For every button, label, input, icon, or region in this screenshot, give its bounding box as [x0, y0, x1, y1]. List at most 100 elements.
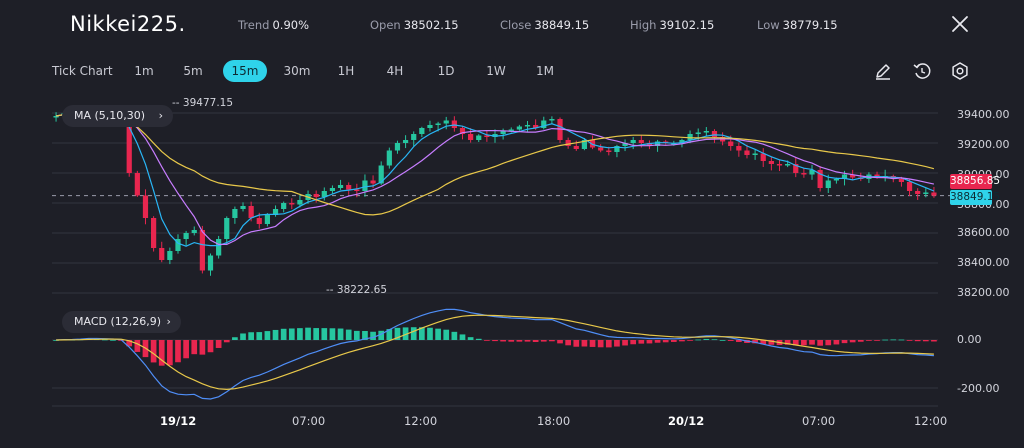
candle-body: [443, 120, 449, 124]
pencil-icon[interactable]: [872, 60, 894, 82]
macd-histogram-bar: [443, 329, 450, 340]
candle-body: [362, 180, 368, 191]
macd-histogram-bar: [345, 329, 352, 340]
macd-histogram-bar: [394, 327, 401, 340]
ma-label: MA (5,10,30): [74, 109, 146, 122]
candle-body: [191, 230, 197, 233]
candle-body: [622, 143, 628, 146]
macd-histogram-bar: [110, 339, 116, 341]
candle-body: [427, 125, 433, 128]
reset-icon[interactable]: [911, 60, 933, 82]
candle-body: [321, 191, 327, 197]
candle-body: [646, 143, 653, 146]
macd-histogram-bar: [467, 337, 474, 340]
macd-histogram-bar: [752, 340, 758, 344]
candle-body: [232, 209, 238, 218]
macd-histogram-bar: [532, 340, 539, 342]
max-value: 39477.15: [182, 97, 234, 109]
candle-body: [931, 192, 937, 196]
candle-body: [248, 206, 254, 218]
low-label: Low: [757, 18, 780, 32]
high-value: 39102.15: [659, 18, 715, 32]
chevron-right-icon: ›: [166, 315, 171, 328]
candle-body: [711, 131, 718, 137]
candle-body: [167, 251, 173, 260]
macd-histogram-bar: [654, 340, 661, 343]
macd-histogram-bar: [248, 332, 254, 340]
candle-body: [240, 206, 246, 209]
last-price-tag-teal: 38849.15: [950, 190, 1001, 205]
tf-1m[interactable]: 1m: [134, 64, 154, 78]
max-dash: --: [172, 97, 183, 109]
macd-y-tick: -200.00: [957, 382, 1000, 395]
tick-chart-button[interactable]: Tick Chart: [52, 64, 113, 78]
candle-body: [874, 174, 880, 178]
ma-indicator-pill[interactable]: MA (5,10,30) ›: [62, 105, 173, 127]
macd-histogram-bar: [931, 340, 937, 342]
candle-body: [216, 239, 222, 256]
macd-histogram-bar: [727, 340, 734, 341]
macd-histogram-bar: [402, 327, 409, 340]
candle-body: [898, 179, 905, 182]
tf-1w[interactable]: 1W: [486, 64, 506, 78]
macd-histogram-bar: [540, 340, 547, 342]
candle-body: [370, 180, 376, 184]
close-icon[interactable]: [950, 14, 970, 34]
macd-histogram-bar: [622, 340, 628, 346]
candle-body: [841, 174, 848, 179]
candle-body: [337, 185, 344, 188]
tf-1d[interactable]: 1D: [437, 64, 455, 78]
open-stat: Open 38502.15: [370, 18, 459, 32]
macd-histogram-bar: [459, 334, 466, 340]
settings-icon[interactable]: [949, 60, 971, 82]
candle-body: [598, 147, 604, 151]
high-label: High: [630, 18, 657, 32]
candle-body: [581, 140, 588, 149]
candle-body: [760, 153, 766, 161]
candle-body: [776, 164, 783, 166]
price-chart[interactable]: [0, 88, 1024, 408]
macd-histogram-bar: [101, 339, 108, 341]
tf-5m[interactable]: 5m: [183, 64, 203, 78]
candle-body: [736, 146, 742, 151]
macd-histogram-bar: [695, 339, 702, 341]
macd-histogram-bar: [605, 340, 612, 348]
tf-4h[interactable]: 4H: [386, 64, 404, 78]
symbol-title: Nikkei225.: [70, 12, 186, 36]
macd-histogram-bar: [427, 327, 433, 340]
candle-body: [346, 185, 352, 190]
macd-histogram-bar: [784, 340, 791, 345]
max-annotation: -- 39477.15: [172, 97, 233, 109]
macd-histogram-bar: [890, 339, 897, 341]
min-value: 38222.65: [336, 284, 388, 296]
candle-body: [687, 134, 693, 140]
candle-body: [752, 153, 758, 155]
candle-body: [175, 239, 181, 251]
macd-indicator-pill[interactable]: MACD (12,26,9) ›: [62, 311, 181, 333]
candle-body: [785, 164, 791, 166]
macd-histogram-bar: [849, 340, 856, 343]
macd-histogram-bar: [906, 340, 913, 341]
candle-body: [272, 209, 279, 215]
candle-body: [703, 131, 709, 133]
candle-body: [394, 143, 401, 151]
candle-body: [801, 173, 807, 175]
tf-30m[interactable]: 30m: [283, 64, 311, 78]
candle-body: [435, 123, 441, 125]
macd-histogram-bar: [500, 340, 506, 342]
macd-histogram-bar: [272, 329, 279, 340]
candle-body: [850, 174, 856, 178]
macd-histogram-bar: [866, 340, 872, 341]
y-tick: 38600.00: [957, 226, 1010, 239]
macd-histogram-bar: [297, 328, 303, 340]
macd-histogram-bar: [662, 340, 669, 343]
macd-histogram-bar: [280, 328, 287, 340]
macd-histogram-bar: [736, 340, 742, 342]
candle-body: [728, 141, 734, 146]
tf-1m-month[interactable]: 1M: [536, 64, 554, 78]
macd-histogram-bar: [841, 340, 848, 344]
tf-15m[interactable]: 15m: [223, 60, 267, 82]
tf-1h[interactable]: 1H: [337, 64, 355, 78]
candle-body: [264, 215, 271, 224]
close-value: 38849.15: [534, 18, 590, 32]
